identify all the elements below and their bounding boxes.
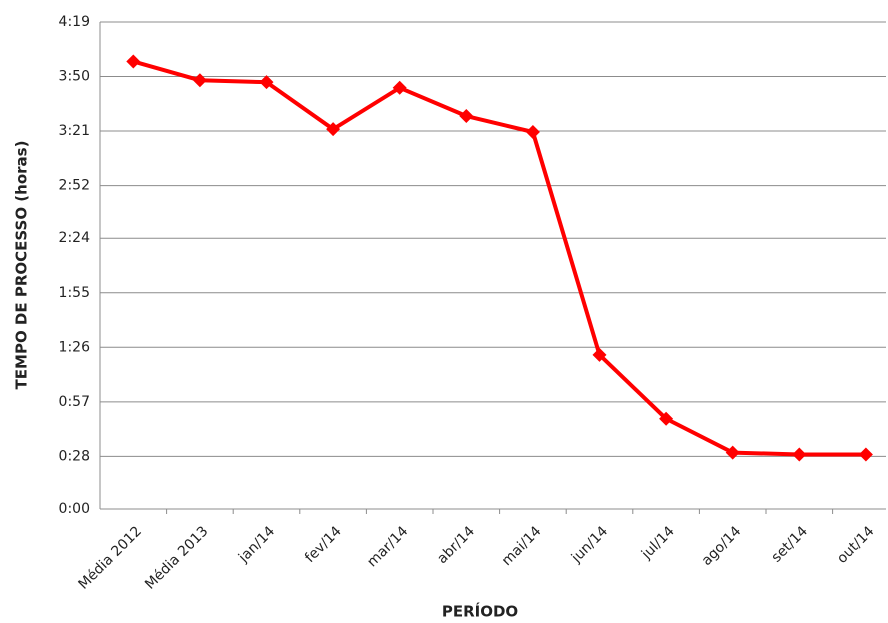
marker [725, 445, 740, 460]
x-tick-label: abr/14 [434, 523, 478, 567]
x-tick-label: mai/14 [499, 523, 545, 569]
x-tick-label: jun/14 [568, 523, 611, 566]
x-tick-label: Média 2013 [142, 523, 211, 592]
y-tick-label: 2:52 [59, 178, 90, 194]
y-tick-label: 3:21 [59, 123, 90, 139]
y-tick-label: 1:26 [59, 339, 91, 355]
x-tick-label: out/14 [834, 523, 878, 567]
y-tick-label: 1:55 [59, 285, 90, 301]
y-tick-label: 4:19 [59, 14, 90, 30]
y-tick-label: 0:57 [59, 394, 90, 410]
x-tick-label: fev/14 [302, 523, 345, 566]
marker [126, 54, 141, 69]
y-tick-label: 0:28 [59, 448, 90, 464]
marker [326, 122, 341, 137]
marker [259, 75, 274, 90]
marker [525, 124, 540, 139]
marker [659, 411, 674, 426]
x-tick-label: Média 2012 [76, 523, 145, 592]
line [132, 59, 866, 457]
x-tick-label: mar/14 [364, 523, 411, 570]
marker [858, 447, 873, 462]
y-axis-title: TEMPO DE PROCESSO (horas) [13, 141, 31, 390]
x-tick-label: set/14 [769, 523, 811, 565]
marker [592, 347, 607, 362]
marker [392, 80, 407, 95]
x-axis-title: PERÍODO [442, 602, 518, 621]
y-tick-label: 3:50 [59, 69, 90, 85]
marker [459, 109, 474, 124]
marker [792, 447, 807, 462]
marker [192, 73, 207, 88]
x-tick-label: jan/14 [235, 523, 278, 566]
x-tick-label: jul/14 [638, 523, 678, 563]
y-tick-label: 0:00 [59, 501, 90, 517]
x-tick-label: ago/14 [699, 523, 745, 569]
y-tick-label: 2:24 [59, 230, 91, 246]
